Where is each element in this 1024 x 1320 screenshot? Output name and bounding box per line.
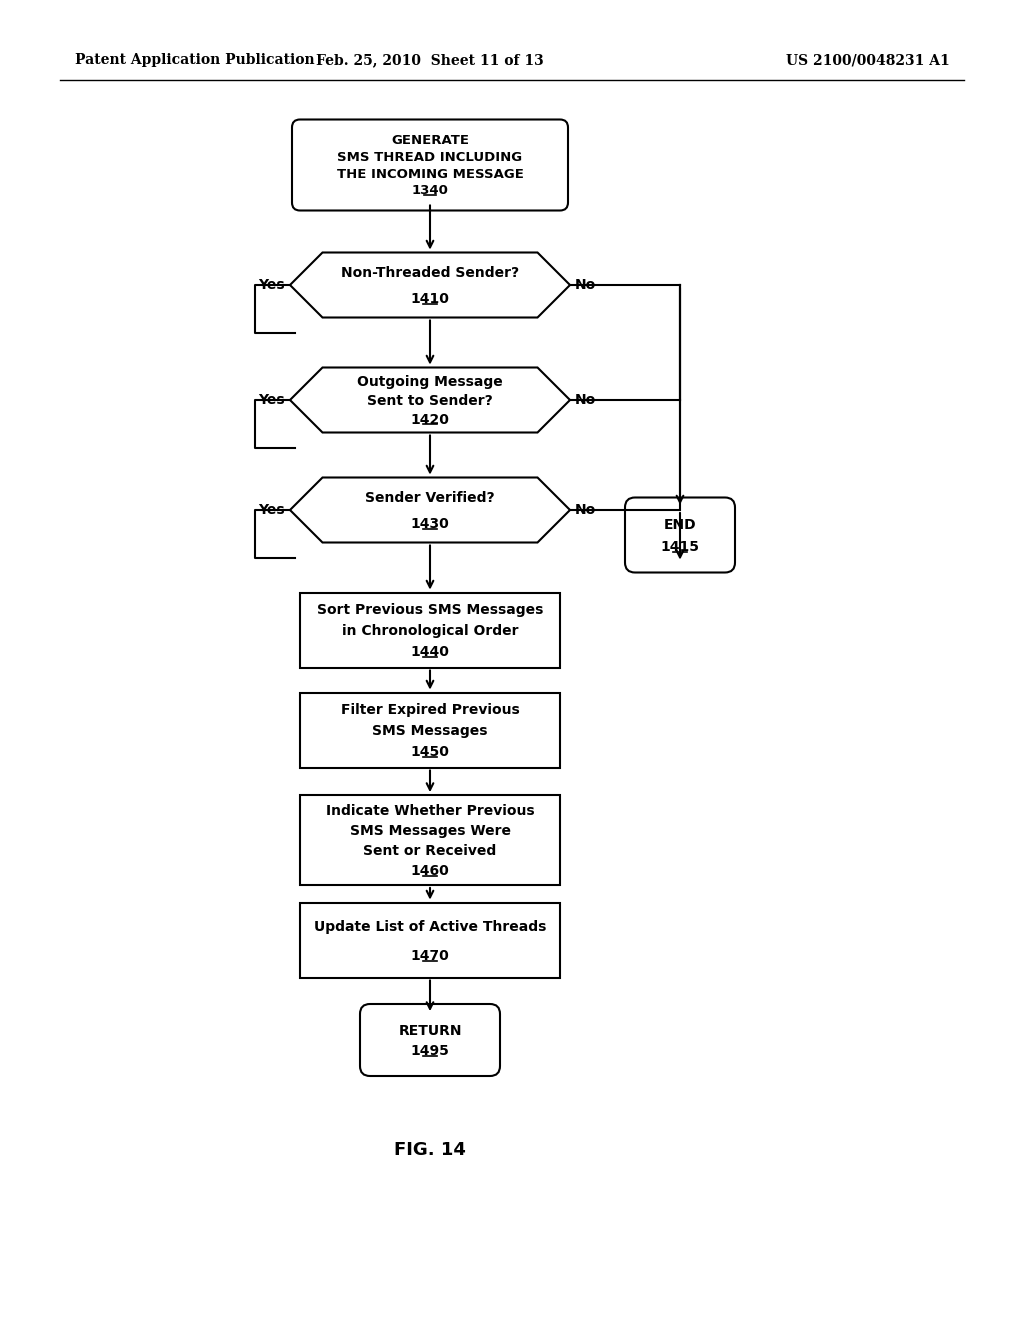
Text: 1340: 1340 xyxy=(412,185,449,197)
Text: 1460: 1460 xyxy=(411,865,450,878)
Polygon shape xyxy=(290,367,570,433)
Text: SMS THREAD INCLUDING: SMS THREAD INCLUDING xyxy=(338,150,522,164)
Text: No: No xyxy=(575,503,596,517)
Text: SMS Messages Were: SMS Messages Were xyxy=(349,824,511,838)
Text: Sort Previous SMS Messages: Sort Previous SMS Messages xyxy=(316,603,543,616)
FancyBboxPatch shape xyxy=(292,120,568,210)
Text: 1420: 1420 xyxy=(411,412,450,426)
Text: THE INCOMING MESSAGE: THE INCOMING MESSAGE xyxy=(337,168,523,181)
FancyBboxPatch shape xyxy=(625,498,735,573)
Text: Yes: Yes xyxy=(258,279,285,292)
Text: Non-Threaded Sender?: Non-Threaded Sender? xyxy=(341,267,519,280)
Text: RETURN: RETURN xyxy=(398,1023,462,1038)
Text: Yes: Yes xyxy=(258,393,285,407)
Text: Outgoing Message: Outgoing Message xyxy=(357,375,503,389)
Text: in Chronological Order: in Chronological Order xyxy=(342,624,518,638)
FancyBboxPatch shape xyxy=(360,1005,500,1076)
Text: Update List of Active Threads: Update List of Active Threads xyxy=(313,920,546,933)
Text: No: No xyxy=(575,393,596,407)
Text: 1495: 1495 xyxy=(411,1044,450,1059)
Text: END: END xyxy=(664,519,696,532)
Text: Indicate Whether Previous: Indicate Whether Previous xyxy=(326,804,535,818)
Bar xyxy=(300,693,560,767)
Text: Sender Verified?: Sender Verified? xyxy=(366,491,495,506)
Text: Sent to Sender?: Sent to Sender? xyxy=(368,393,493,408)
Text: GENERATE: GENERATE xyxy=(391,135,469,148)
Text: 1430: 1430 xyxy=(411,517,450,531)
Polygon shape xyxy=(290,252,570,318)
Bar xyxy=(300,795,560,884)
Text: Patent Application Publication: Patent Application Publication xyxy=(75,53,314,67)
Text: 1415: 1415 xyxy=(660,540,699,554)
Text: Filter Expired Previous: Filter Expired Previous xyxy=(341,702,519,717)
Text: Sent or Received: Sent or Received xyxy=(364,843,497,858)
Text: 1440: 1440 xyxy=(411,645,450,660)
Bar xyxy=(300,903,560,978)
Text: 1450: 1450 xyxy=(411,746,450,759)
Polygon shape xyxy=(290,478,570,543)
Text: Feb. 25, 2010  Sheet 11 of 13: Feb. 25, 2010 Sheet 11 of 13 xyxy=(316,53,544,67)
Text: 1470: 1470 xyxy=(411,949,450,964)
Text: No: No xyxy=(575,279,596,292)
Text: Yes: Yes xyxy=(258,503,285,517)
Text: 1410: 1410 xyxy=(411,292,450,306)
Text: US 2100/0048231 A1: US 2100/0048231 A1 xyxy=(786,53,950,67)
Bar xyxy=(300,593,560,668)
Text: SMS Messages: SMS Messages xyxy=(373,725,487,738)
Text: FIG. 14: FIG. 14 xyxy=(394,1140,466,1159)
